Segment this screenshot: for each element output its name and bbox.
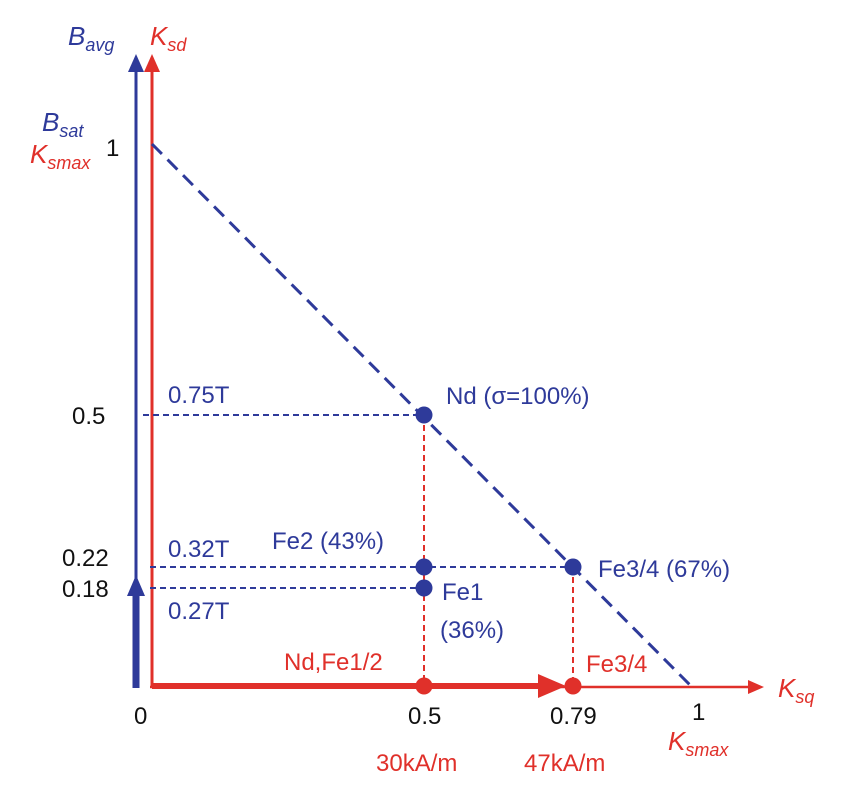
x-tick-0: 0 [134, 703, 147, 730]
point-fe2 [415, 558, 433, 576]
bavg-highlight-arrowhead [127, 575, 145, 596]
label-fe2: Fe2 (43%) [272, 528, 384, 555]
ksmax-x-subscript: smax [685, 740, 729, 760]
bavg-axis-arrowhead [128, 54, 144, 72]
x-tick-05: 0.5 [408, 703, 441, 730]
ksmax-y-label: K [30, 139, 49, 169]
ksd-axis-arrowhead [144, 54, 160, 72]
label-032T: 0.32T [168, 536, 230, 563]
label-nd-fe12: Nd,Fe1/2 [284, 649, 383, 676]
label-fe34-red: Fe3/4 [586, 651, 647, 678]
label-fe1-percent: (36%) [440, 617, 504, 644]
point-nd [415, 406, 433, 424]
y-tick-018: 0.18 [62, 576, 109, 603]
point-fe1 [415, 579, 433, 597]
svg-text:Ksq: Ksq [778, 673, 814, 707]
ksd-axis-title: K [150, 21, 169, 51]
ksd-axis-subscript: sd [167, 35, 187, 55]
svg-text:Ksmax: Ksmax [30, 139, 91, 173]
svg-text:Ksd: Ksd [150, 21, 187, 55]
y-tick-05: 0.5 [72, 403, 105, 430]
label-nd: Nd (σ=100%) [446, 383, 590, 410]
bsat-subscript: sat [59, 121, 84, 141]
ksmax-y-subscript: smax [47, 153, 91, 173]
x-tick-1: 1 [692, 699, 705, 726]
ksq-axis-title: K [778, 673, 797, 703]
x-tick-079: 0.79 [550, 703, 597, 730]
ksq-highlight-arrowhead [538, 674, 566, 698]
y-tick-1: 1 [106, 135, 119, 162]
svg-text:Ksmax: Ksmax [668, 726, 729, 760]
svg-text:Bavg: Bavg [68, 21, 114, 55]
svg-text:Bsat: Bsat [42, 107, 84, 141]
label-075T: 0.75T [168, 382, 230, 409]
ksq-axis-arrowhead [748, 680, 764, 694]
ksq-axis-subscript: sq [795, 687, 814, 707]
label-027T: 0.27T [168, 598, 230, 625]
ksmax-x-label: K [668, 726, 687, 756]
bavg-axis-subscript: avg [85, 35, 114, 55]
point-ksq-05 [415, 677, 433, 695]
label-fe34: Fe3/4 (67%) [598, 556, 730, 583]
unit-30kam: 30kA/m [376, 750, 457, 777]
bavg-axis-title: B [68, 21, 85, 51]
label-fe1: Fe1 [442, 579, 483, 606]
point-ksq-079 [564, 677, 582, 695]
y-tick-022: 0.22 [62, 545, 109, 572]
point-fe34 [564, 558, 582, 576]
unit-47kam: 47kA/m [524, 750, 605, 777]
bsat-label: B [42, 107, 59, 137]
